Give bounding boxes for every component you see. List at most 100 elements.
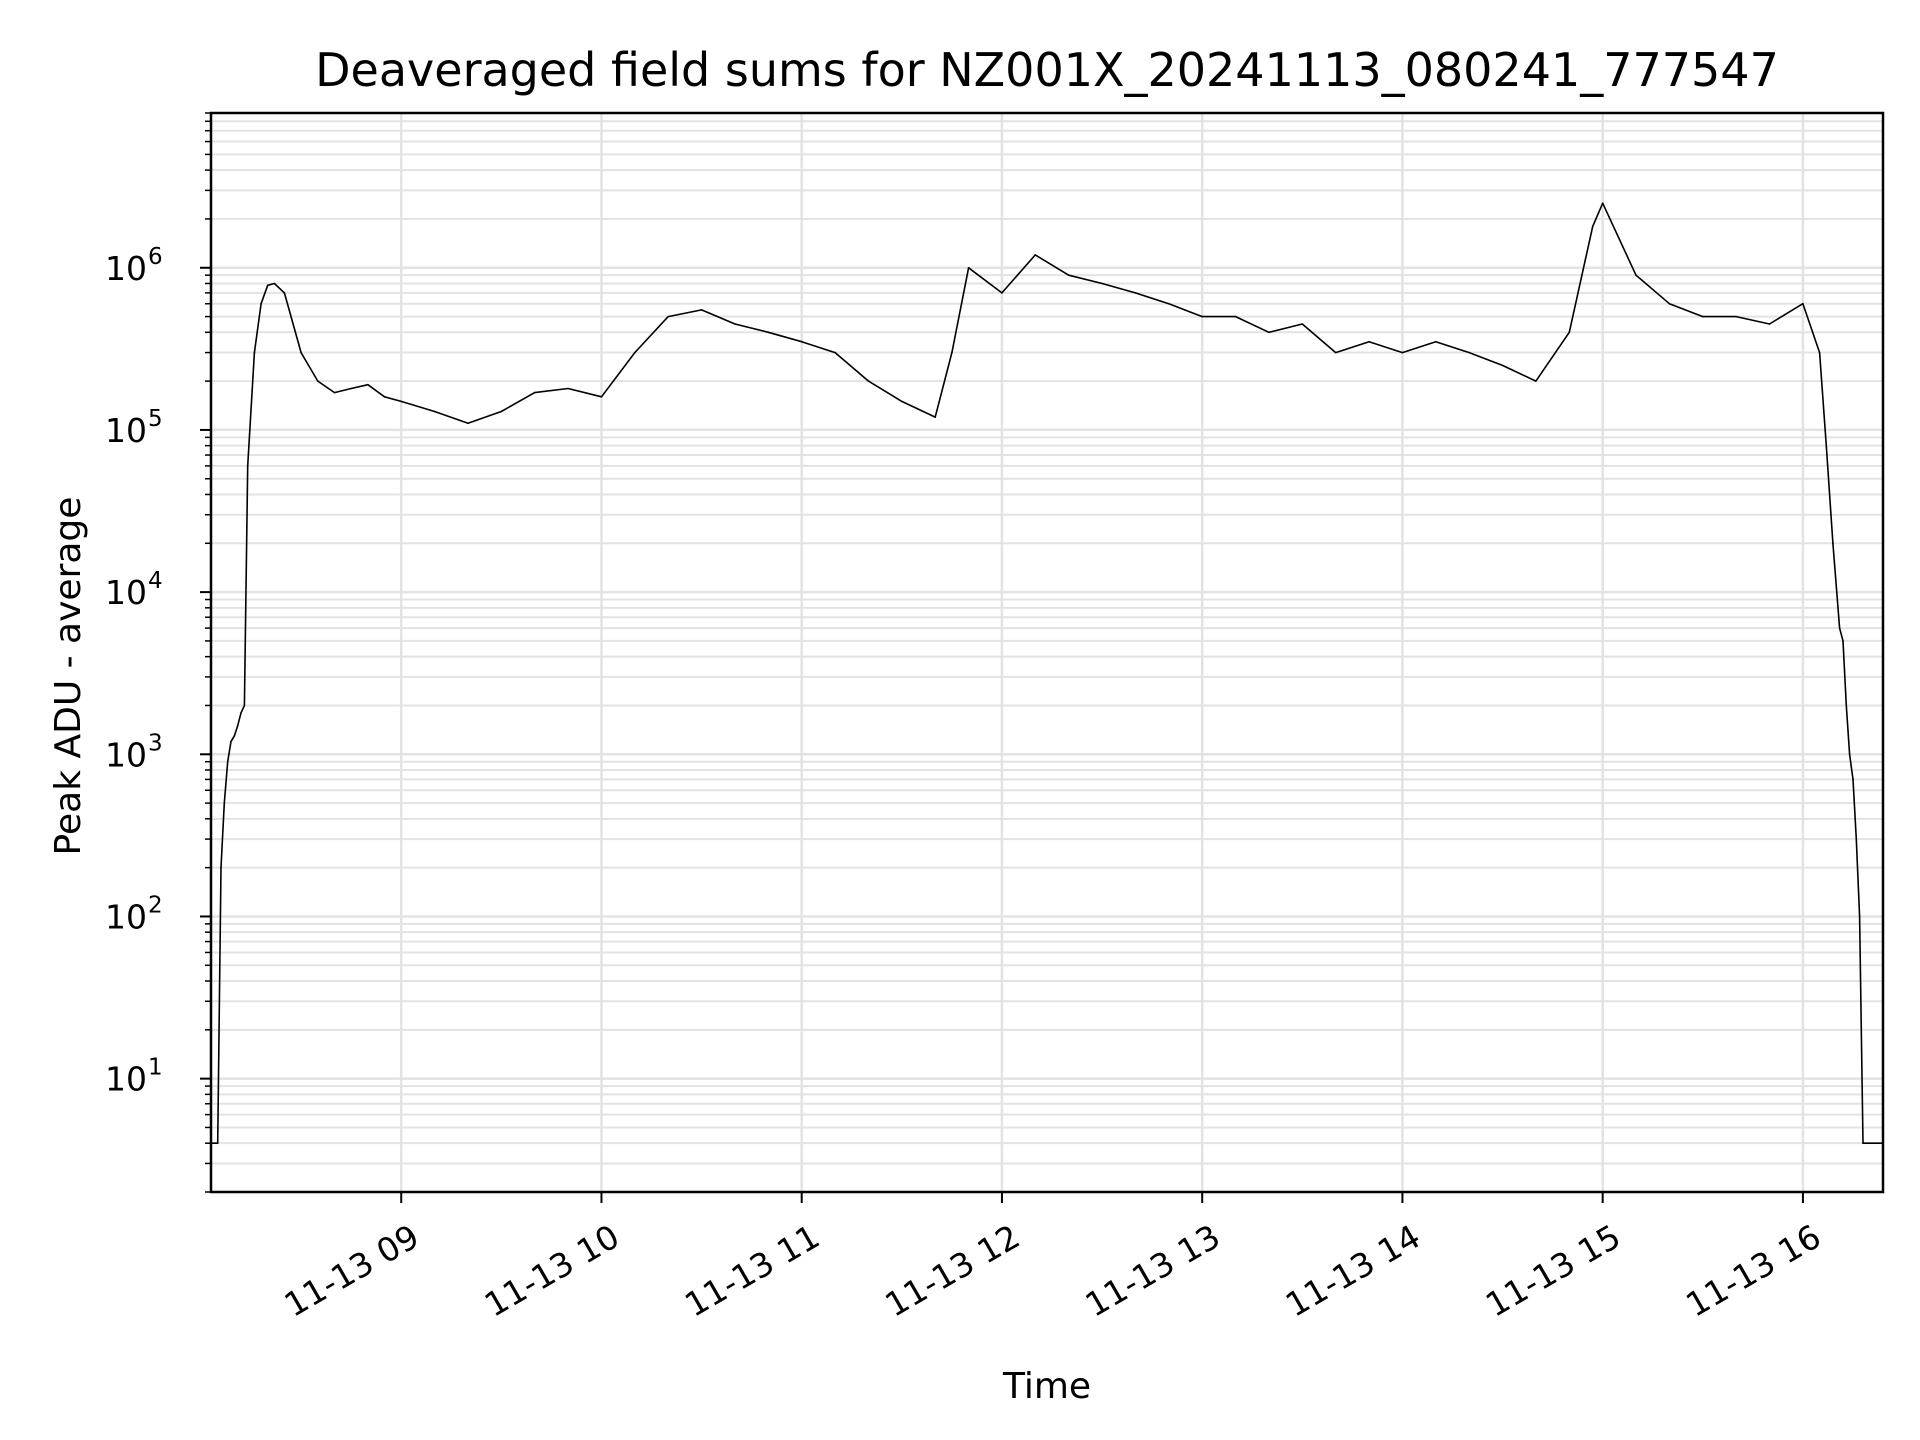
data-point [300,351,302,354]
data-point [634,351,636,354]
data-point [1368,340,1370,343]
grid [211,112,1883,1193]
data-point [1134,292,1137,294]
data-point [1735,315,1737,318]
y-tick-base: 10 [105,573,147,612]
data-point [934,416,936,418]
data-point [567,387,569,390]
data-point [400,400,403,403]
data-point [1067,274,1070,277]
data-point [333,391,336,394]
data-point [1845,704,1848,707]
data-point [1301,323,1304,325]
data-point [1334,351,1337,354]
y-tick-label: 10 6 [105,244,163,288]
data-point [1838,627,1841,629]
y-tick-base: 10 [105,1060,147,1099]
x-axis-label: Time [1002,1366,1091,1407]
data-point [216,1142,219,1144]
data-point [367,383,369,386]
data-point [236,724,239,727]
data-point [1101,282,1103,285]
data-point [1825,444,1828,447]
data-point [243,704,246,707]
data-point [700,309,703,311]
data-point [1862,1142,1864,1144]
data-point [1668,302,1671,305]
y-tick-exponent: 6 [148,244,163,270]
data-point [1768,323,1771,325]
data-point [1865,1142,1868,1144]
data-point [1875,1142,1878,1144]
data-point [266,284,269,287]
data-point [1501,364,1504,367]
data-point [1702,315,1704,318]
data-point [213,1142,216,1144]
data-point [223,802,226,804]
data-point [1855,838,1858,840]
data-point [1034,254,1037,256]
data-point [1868,1142,1871,1144]
y-tick-label: 10 4 [105,568,163,612]
data-point [500,410,503,413]
data-point [1201,315,1203,318]
data-point [1268,331,1270,334]
data-point [1468,351,1470,354]
data-point [800,340,803,343]
data-point [1435,340,1437,343]
plot-frame [209,111,1885,1194]
y-tick-label: 10 2 [105,892,163,936]
y-axis-label: Peak ADU - average [48,497,89,856]
y-tick-base: 10 [105,735,147,774]
data-point [600,396,603,398]
data-point [834,351,836,354]
y-tick-base: 10 [105,411,147,450]
data-point [901,400,903,403]
data-point [1852,778,1854,781]
data-point [1168,302,1170,305]
y-tick-exponent: 3 [148,730,163,756]
data-point [383,396,386,398]
data-point [1635,274,1637,277]
data-point [734,323,736,325]
y-tick-base: 10 [105,249,147,288]
data-point [1591,225,1594,228]
data-point [1848,753,1851,756]
data-point [533,391,536,394]
y-tick-base: 10 [105,897,147,936]
y-tick-label: 10 3 [105,730,163,774]
data-point [220,866,222,869]
data-point [1234,315,1237,318]
data-point [283,292,286,294]
data-point [1535,380,1537,382]
y-tick-label: 10 1 [105,1055,163,1099]
y-tick-label: 10 5 [105,406,163,450]
data-point [767,331,770,334]
data-point [1001,292,1003,294]
data-point [233,735,236,737]
series-layer [210,202,1884,1144]
data-point [951,351,953,354]
chart-title: Deaveraged field sums for NZ001X_2024111… [315,43,1779,97]
data-point [867,380,870,382]
data-point [240,712,242,714]
data-point [967,267,970,269]
y-tick-exponent: 1 [148,1055,163,1081]
y-tick-exponent: 2 [148,892,163,918]
data-point [246,465,249,467]
y-tick-exponent: 5 [148,406,163,432]
data-point [667,315,669,318]
data-point [230,740,232,743]
data-point [1842,640,1844,642]
y-tick-exponent: 4 [148,568,163,594]
data-point [1601,202,1604,204]
data-point [1818,351,1821,354]
data-point [273,282,276,285]
data-point [226,760,229,763]
data-point [1858,915,1861,918]
data-point [433,410,436,413]
data-point [317,380,319,382]
data-point [1802,302,1804,305]
